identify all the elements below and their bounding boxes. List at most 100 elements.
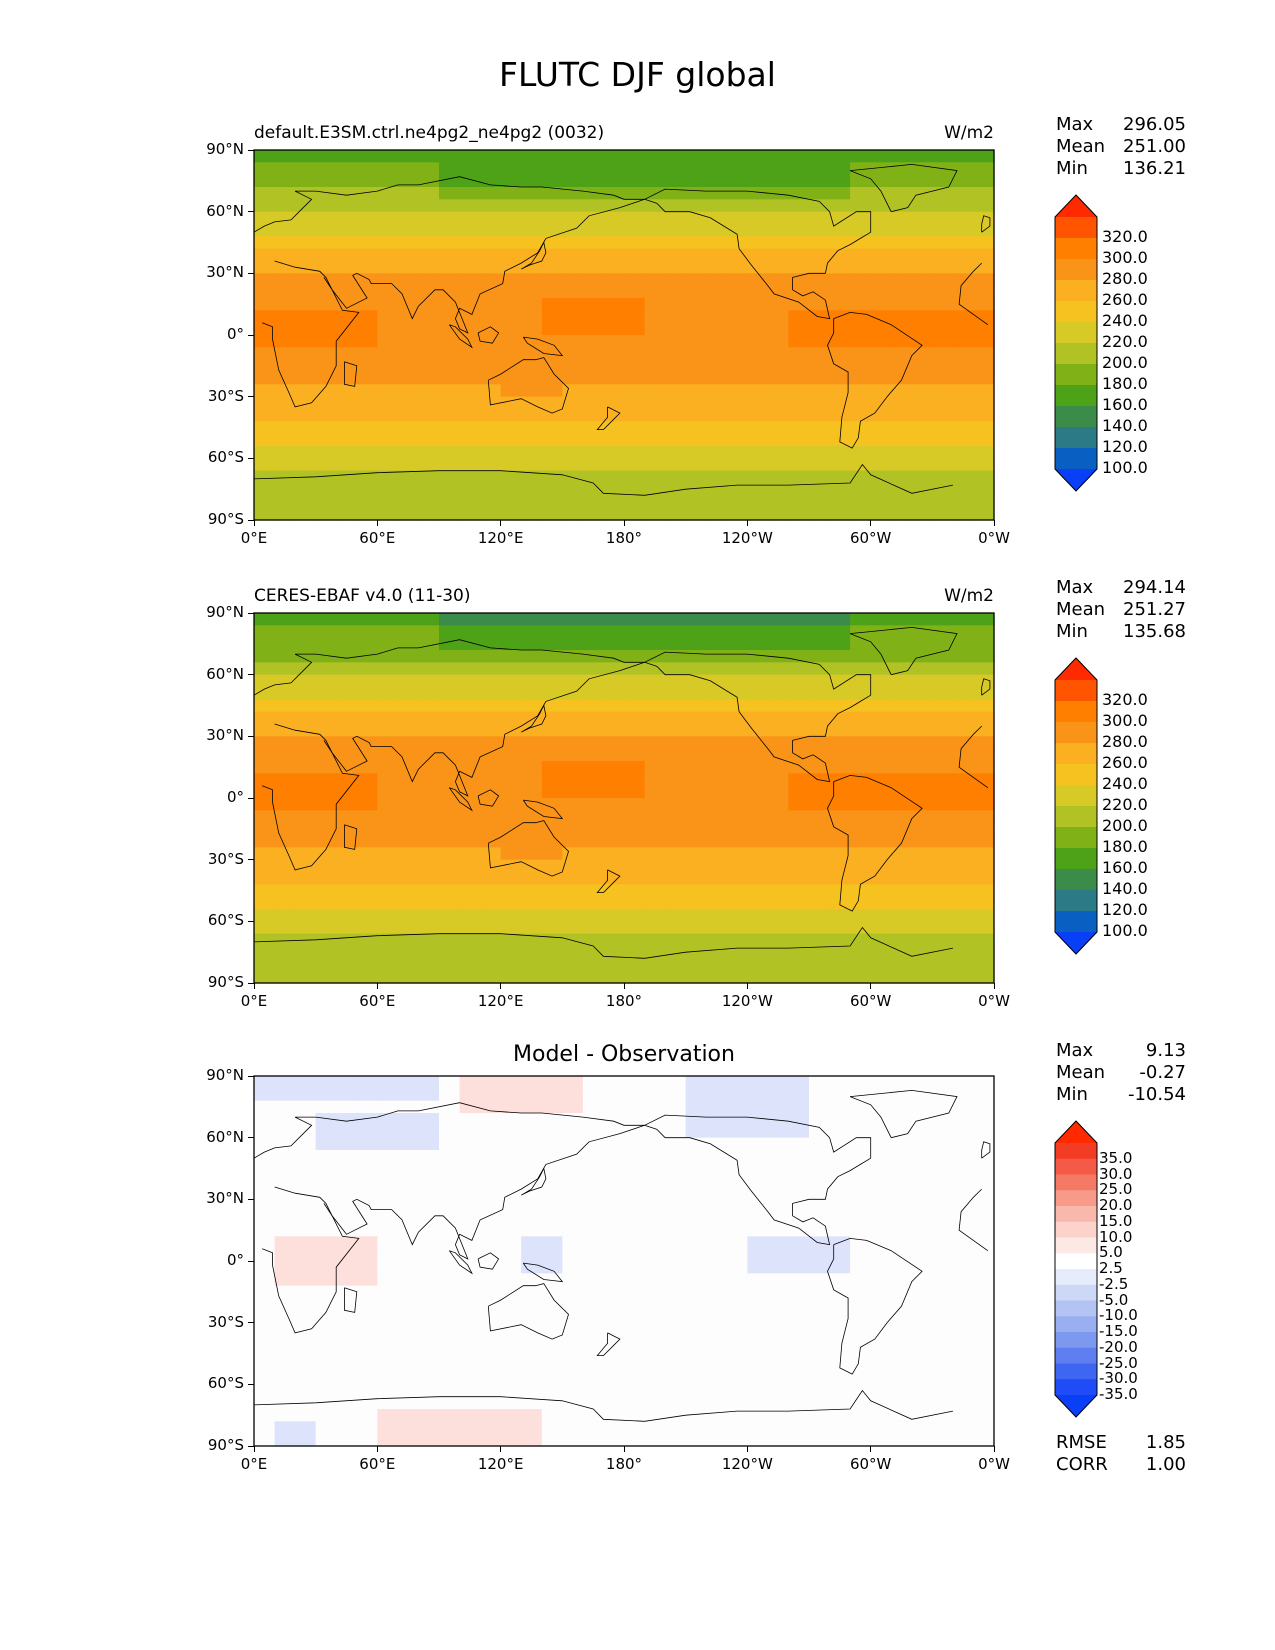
lon-tick-label: 0°E xyxy=(240,1455,268,1473)
field-cell xyxy=(459,310,481,324)
lat-tick-mark xyxy=(248,519,254,521)
lon-tick-mark xyxy=(623,983,625,989)
field-cell xyxy=(665,372,687,385)
field-cell xyxy=(767,946,790,959)
field-cell xyxy=(767,1335,790,1348)
field-cell xyxy=(870,1162,892,1176)
lon-tick-label: 0°W xyxy=(978,1455,1010,1473)
field-cell xyxy=(685,248,707,262)
field-cell xyxy=(726,933,748,947)
field-cell xyxy=(254,174,276,188)
field-cell xyxy=(706,187,728,200)
field-cell xyxy=(685,1298,707,1311)
field-cell xyxy=(952,174,975,188)
field-cell xyxy=(911,433,933,447)
field-cell xyxy=(726,970,748,984)
field-cell xyxy=(356,236,378,250)
field-cell xyxy=(418,285,440,299)
field-cell xyxy=(562,884,584,898)
field-cell xyxy=(274,810,296,824)
field-cell xyxy=(377,1261,399,1274)
field-cell xyxy=(665,285,687,299)
field-cell xyxy=(418,921,440,935)
field-cell xyxy=(624,421,646,435)
field-cell xyxy=(439,409,461,422)
lon-tick-label: 120°E xyxy=(477,1455,524,1473)
field-cell xyxy=(932,1224,954,1237)
field-cell xyxy=(767,1100,790,1114)
field-cell xyxy=(726,699,748,713)
field-cell xyxy=(521,1187,543,1200)
field-cell xyxy=(624,1187,646,1200)
field-cell xyxy=(500,372,522,385)
colorbar-segment xyxy=(1055,1347,1097,1364)
field-cell xyxy=(295,711,317,725)
field-cell xyxy=(850,1384,872,1398)
field-cell xyxy=(952,1285,975,1299)
field-cell xyxy=(624,761,646,774)
field-cell xyxy=(315,699,337,713)
field-cell xyxy=(582,761,605,774)
field-cell xyxy=(480,1150,502,1163)
field-cell xyxy=(439,1372,461,1385)
field-cell xyxy=(562,150,584,163)
field-cell xyxy=(397,409,420,422)
field-cell xyxy=(500,810,522,824)
field-cell xyxy=(850,1150,872,1163)
field-cell xyxy=(439,310,461,324)
coastline-12 xyxy=(448,787,473,812)
field-cell xyxy=(624,384,646,398)
field-cell xyxy=(459,970,481,984)
field-cell xyxy=(315,248,337,262)
field-cell xyxy=(336,236,358,250)
field-cell xyxy=(439,1285,461,1299)
field-cell xyxy=(439,1211,461,1225)
field-cell xyxy=(706,458,728,472)
field-cell xyxy=(521,421,543,435)
field-cell xyxy=(829,625,851,639)
field-cell xyxy=(747,1211,769,1225)
field-cell xyxy=(726,433,748,447)
field-cell xyxy=(952,1076,975,1089)
field-cell xyxy=(767,970,790,984)
field-cell xyxy=(644,662,666,676)
field-cell xyxy=(500,1187,522,1200)
field-cell xyxy=(685,958,707,972)
field-cell xyxy=(809,674,831,688)
field-cell xyxy=(459,798,481,811)
field-cell xyxy=(973,958,995,972)
field-cell xyxy=(891,248,913,262)
field-cell xyxy=(644,724,666,737)
lon-tick-label: 60°E xyxy=(359,529,396,547)
field-cell xyxy=(480,150,502,163)
field-cell xyxy=(562,174,584,188)
field-cell xyxy=(952,150,975,163)
field-cell xyxy=(562,162,584,176)
map-panel-2 xyxy=(253,1075,995,1447)
field-cell xyxy=(295,1433,317,1447)
field-cell xyxy=(809,810,831,824)
colorbar-segment xyxy=(1055,1158,1097,1175)
field-cell xyxy=(418,1125,440,1139)
field-cell xyxy=(274,162,296,176)
field-cell xyxy=(829,224,851,237)
field-cell xyxy=(521,1310,543,1324)
field-cell xyxy=(952,1187,975,1200)
field-cell xyxy=(870,674,892,688)
field-cell xyxy=(665,958,687,972)
field-cell xyxy=(254,1174,276,1188)
colorbar-segment xyxy=(1055,217,1097,239)
field-cell xyxy=(747,909,769,922)
field-cell xyxy=(541,1322,563,1336)
field-cell xyxy=(500,359,522,373)
field-cell xyxy=(747,822,769,836)
field-cell xyxy=(829,674,851,688)
field-cell xyxy=(706,662,728,676)
field-cell xyxy=(747,322,769,336)
field-cell xyxy=(788,1162,810,1176)
coastline-13 xyxy=(522,336,564,357)
field-cell xyxy=(582,1187,605,1200)
field-cell xyxy=(274,1421,296,1435)
field-cell xyxy=(500,1125,522,1139)
field-cell xyxy=(480,1396,502,1410)
